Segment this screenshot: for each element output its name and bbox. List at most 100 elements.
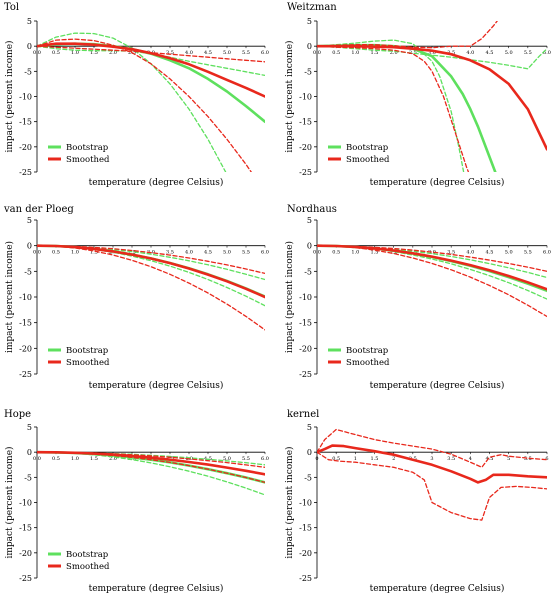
smoothed-dashed-line bbox=[317, 245, 547, 318]
kernel-dashed-line bbox=[317, 451, 547, 521]
x-tick-label: 4 bbox=[469, 456, 472, 462]
y-tick-label: 5 bbox=[307, 423, 312, 432]
panel-title: Tol bbox=[4, 2, 19, 13]
y-axis-label: impact (percent income) bbox=[4, 40, 15, 152]
y-axis-label: impact (percent income) bbox=[4, 241, 15, 353]
legend-label: Bootstrap bbox=[66, 550, 109, 560]
y-tick-label: -25 bbox=[19, 574, 32, 583]
kernel-solid-line bbox=[317, 444, 547, 484]
y-tick-label: -5 bbox=[304, 67, 312, 76]
y-axis-label: impact (percent income) bbox=[284, 241, 295, 353]
x-tick-label: 6.0 bbox=[261, 456, 269, 462]
x-tick-label: 4.5 bbox=[486, 50, 494, 56]
y-axis-label: impact (percent income) bbox=[4, 446, 15, 558]
y-tick-label: -15 bbox=[299, 524, 312, 533]
x-tick-label: 1.0 bbox=[351, 250, 359, 256]
smoothed-dashed-line bbox=[37, 245, 265, 275]
x-tick-label: 1.5 bbox=[90, 456, 98, 462]
legend: Bootstrap Smoothed bbox=[48, 346, 110, 368]
x-tick-label: 0.5 bbox=[332, 250, 340, 256]
bootstrap-dashed-line bbox=[317, 245, 547, 300]
legend-label: Smoothed bbox=[66, 358, 110, 368]
x-tick-label: 3 bbox=[430, 456, 433, 462]
smoothed-solid-line bbox=[37, 450, 265, 476]
x-tick-label: 1.5 bbox=[90, 50, 98, 56]
y-tick-label: -20 bbox=[299, 549, 312, 558]
y-tick-label: -25 bbox=[299, 168, 312, 177]
legend-label: Smoothed bbox=[66, 562, 110, 572]
bootstrap-dashed-line bbox=[37, 245, 265, 307]
y-tick-label: -15 bbox=[299, 319, 312, 328]
y-tick-label: 5 bbox=[27, 423, 32, 432]
smoothed-dashed-line bbox=[37, 245, 265, 331]
y-tick-label: -5 bbox=[304, 473, 312, 482]
panel-tol: 50-5-10-15-20-250.0 0.5 1.0 1.5 2.0 2.5 3.0 3.5… bbox=[4, 2, 269, 188]
x-tick-label: 0.5 bbox=[332, 456, 340, 462]
x-axis-label: temperature (degree Celsius) bbox=[370, 177, 505, 188]
y-tick-label: 0 bbox=[307, 42, 312, 51]
panel-title: van der Ploeg bbox=[3, 204, 74, 215]
x-tick-label: 4.0 bbox=[185, 50, 193, 56]
x-axis-label: temperature (degree Celsius) bbox=[89, 177, 224, 188]
y-tick-label: 0 bbox=[307, 242, 312, 251]
smoothed-solid-line bbox=[317, 44, 547, 151]
panel-title: Weitzman bbox=[287, 2, 337, 13]
y-tick-label: -25 bbox=[299, 370, 312, 379]
x-tick-label: 1.0 bbox=[71, 50, 79, 56]
x-tick-label: 0.5 bbox=[52, 250, 60, 256]
x-tick-label: 4.0 bbox=[466, 250, 474, 256]
panel-kernel: 50-5-10-15-20-250 0.5 1 1.5 2 2.5 3 3.5 4 4.5 5 5.5… bbox=[284, 409, 549, 594]
x-tick-label: 4.5 bbox=[486, 250, 494, 256]
plot-area bbox=[317, 244, 547, 318]
y-tick-label: -15 bbox=[19, 319, 32, 328]
panel-weitzman: 50-5-10-15-20-250.0 0.5 1.0 1.5 2.0 2.5 3.0 3.5… bbox=[284, 2, 551, 188]
x-tick-label: 5.5 bbox=[524, 250, 532, 256]
x-tick-label: 5.5 bbox=[242, 250, 250, 256]
panel-nordhaus: 50-5-10-15-20-250.0 0.5 1.0 1.5 2.0 2.5 3.0 3.5… bbox=[284, 204, 551, 391]
x-tick-label: 0.0 bbox=[313, 250, 321, 256]
x-tick-label: 0.0 bbox=[33, 50, 41, 56]
plot-area bbox=[317, 428, 547, 521]
y-tick-label: -10 bbox=[19, 293, 32, 302]
x-tick-label: 4.5 bbox=[486, 456, 494, 462]
x-tick-label: 2.0 bbox=[109, 456, 117, 462]
smoothed-dashed-line bbox=[317, 245, 547, 272]
y-tick-label: 5 bbox=[27, 17, 32, 26]
y-tick-label: 5 bbox=[27, 216, 32, 225]
y-tick-label: -20 bbox=[19, 344, 32, 353]
x-tick-label: 5.5 bbox=[242, 456, 250, 462]
y-tick-label: -5 bbox=[24, 473, 32, 482]
x-tick-label: 5.0 bbox=[505, 50, 513, 56]
x-tick-label: 2 bbox=[392, 456, 395, 462]
smoothed-dashed-line bbox=[317, 45, 470, 172]
y-tick-label: -10 bbox=[299, 499, 312, 508]
x-axis-label: temperature (degree Celsius) bbox=[89, 583, 224, 594]
x-tick-label: 2.0 bbox=[390, 50, 398, 56]
legend: Bootstrap Smoothed bbox=[48, 550, 110, 572]
x-tick-label: 6.0 bbox=[543, 250, 551, 256]
x-tick-label: 0.5 bbox=[52, 456, 60, 462]
y-tick-label: -20 bbox=[299, 143, 312, 152]
legend: Bootstrap Smoothed bbox=[328, 143, 390, 165]
x-tick-label: 4.5 bbox=[204, 250, 212, 256]
plot-area bbox=[37, 244, 265, 331]
y-tick-label: -10 bbox=[299, 293, 312, 302]
bootstrap-dashed-line bbox=[37, 245, 265, 281]
y-tick-label: 0 bbox=[307, 448, 312, 457]
y-tick-label: 5 bbox=[307, 17, 312, 26]
x-tick-label: 0.5 bbox=[332, 50, 340, 56]
y-tick-label: -5 bbox=[24, 67, 32, 76]
x-tick-label: 1.5 bbox=[371, 50, 379, 56]
smoothed-solid-line bbox=[37, 244, 265, 299]
y-tick-label: 5 bbox=[307, 216, 312, 225]
x-tick-label: 1.0 bbox=[71, 456, 79, 462]
x-tick-label: 5.5 bbox=[524, 50, 532, 56]
x-axis-label: temperature (degree Celsius) bbox=[89, 380, 224, 391]
y-tick-label: -5 bbox=[304, 267, 312, 276]
x-tick-label: 6.0 bbox=[261, 250, 269, 256]
y-tick-label: 0 bbox=[27, 242, 32, 251]
y-tick-label: -5 bbox=[24, 267, 32, 276]
plot-area bbox=[317, 21, 547, 172]
legend-label: Smoothed bbox=[66, 155, 110, 165]
y-tick-label: -10 bbox=[19, 499, 32, 508]
